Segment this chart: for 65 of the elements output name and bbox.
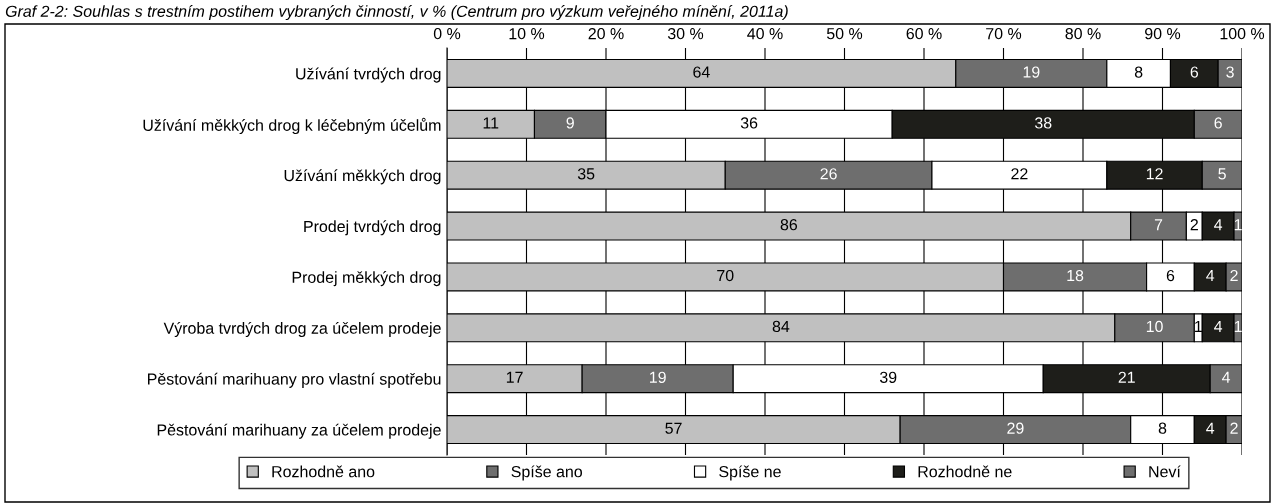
data-label: 64	[693, 66, 710, 78]
y-tick-label: Užívání měkkých drog	[284, 169, 441, 185]
data-label: 70	[717, 269, 734, 282]
x-tick-label: 30 %	[667, 27, 704, 40]
x-tick-label: 40 %	[747, 27, 783, 40]
y-tick-label: Prodej tvrdých drog	[304, 220, 441, 236]
x-tick-label: 90 %	[1145, 27, 1181, 40]
x-tick-label: 100 %	[1220, 27, 1265, 40]
data-label: 4	[1214, 219, 1223, 231]
data-label: 8	[1158, 422, 1167, 434]
y-tick-label: Užívání měkkých drog k léčebným účelům	[143, 117, 441, 135]
data-label: 1	[1234, 320, 1242, 332]
data-label: 4	[1222, 371, 1231, 383]
data-label: 2	[1230, 422, 1238, 434]
data-label: 35	[577, 168, 595, 180]
data-label: 5	[1218, 168, 1226, 180]
data-label: 36	[740, 117, 758, 129]
legend-label: Rozhodně ne	[918, 465, 1012, 478]
data-label: 19	[1023, 66, 1040, 78]
data-label: 6	[1190, 66, 1199, 78]
legend-label: Neví	[1149, 465, 1181, 478]
data-label: 39	[879, 371, 897, 383]
y-tick-label: Prodej měkkých drog	[292, 271, 441, 287]
x-tick-label: 80 %	[1065, 27, 1101, 40]
data-label: 22	[1011, 168, 1028, 180]
x-tick-label: 50 %	[826, 27, 863, 40]
data-label: 18	[1067, 269, 1084, 282]
data-label: 12	[1146, 168, 1163, 180]
x-tick-label: 20 %	[588, 27, 624, 40]
x-tick-label: 60 %	[906, 27, 942, 40]
y-tick-label: Pěstování marihuany za účelem prodeje	[157, 423, 441, 439]
data-label: 4	[1206, 422, 1215, 434]
data-label: 10	[1146, 320, 1163, 333]
data-label: 8	[1134, 66, 1143, 78]
data-label: 6	[1214, 117, 1222, 129]
data-label: 3	[1226, 66, 1234, 78]
y-tick-label: Výroba tvrdých drog za účelem prodeje	[163, 321, 441, 338]
data-label: 29	[1007, 422, 1024, 434]
y-tick-label: Pěstování marihuany pro vlastní spotřebu	[148, 372, 441, 388]
x-tick-label: 0 %	[433, 27, 461, 40]
chart-title: Graf 2-2: Souhlas s trestním postihem vybraných činností, v % (Centrum pro výzkum veřejného mínění, 2011a)	[5, 5, 788, 21]
data-label: 4	[1214, 320, 1223, 332]
data-label: 84	[772, 320, 790, 333]
data-label: 4	[1206, 270, 1215, 282]
data-label: 38	[1034, 117, 1052, 129]
data-label: 7	[1154, 219, 1163, 231]
data-label: 1	[1195, 320, 1202, 332]
legend-label: Spíše ano	[511, 465, 583, 481]
y-tick-label: Užívání tvrdých drog	[296, 67, 441, 83]
data-label: 1	[1234, 219, 1242, 231]
data-label: 2	[1190, 219, 1198, 231]
data-label: 26	[820, 168, 837, 180]
data-label: 21	[1118, 371, 1135, 383]
data-label: 86	[780, 219, 798, 231]
data-label: 57	[665, 422, 682, 434]
x-tick-label: 70 %	[986, 27, 1022, 40]
data-label: 2	[1230, 269, 1238, 282]
legend-label: Spíše ne	[719, 465, 781, 481]
data-label: 6	[1166, 269, 1175, 282]
data-label: 9	[566, 117, 574, 129]
x-tick-label: 10 %	[509, 27, 545, 40]
data-label: 19	[650, 371, 666, 383]
legend-label: Rozhodně ano	[272, 465, 375, 478]
data-label: 11	[483, 117, 499, 129]
data-label: 17	[506, 371, 523, 383]
